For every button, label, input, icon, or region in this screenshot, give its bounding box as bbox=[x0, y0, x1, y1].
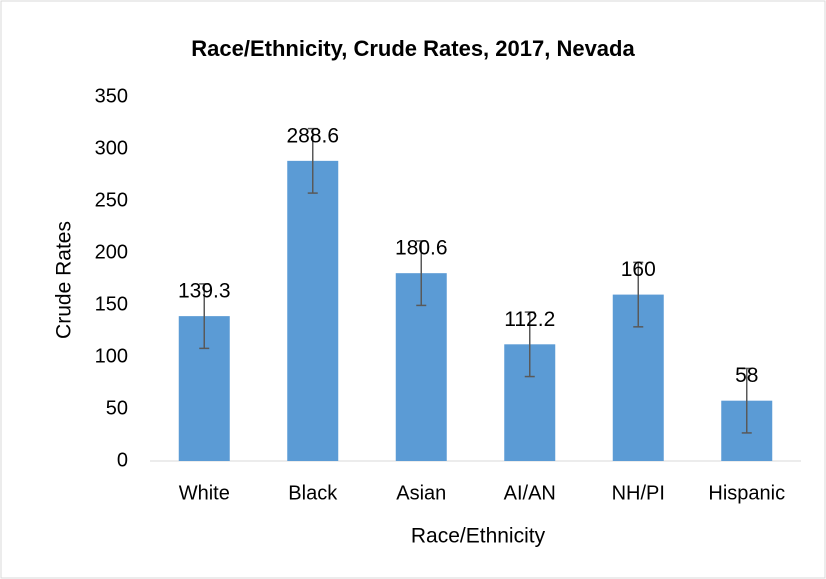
error-bar bbox=[524, 311, 535, 378]
error-bar bbox=[741, 367, 752, 434]
data-label: 180.6 bbox=[395, 237, 448, 260]
y-tick-label: 350 bbox=[95, 85, 128, 107]
data-label: 112.2 bbox=[504, 308, 555, 331]
x-axis-title: Race/Ethnicity bbox=[411, 525, 546, 548]
y-tick-label: 50 bbox=[106, 397, 128, 419]
data-label: 139.3 bbox=[178, 280, 231, 303]
y-tick-label: 100 bbox=[95, 345, 128, 367]
y-axis-title: Crude Rates bbox=[53, 221, 76, 339]
y-tick-label: 300 bbox=[95, 137, 128, 159]
x-tick-label: Black bbox=[288, 482, 338, 504]
y-tick-label: 250 bbox=[95, 189, 128, 211]
bar bbox=[287, 160, 339, 461]
data-label: 58 bbox=[735, 364, 758, 387]
error-bar bbox=[633, 261, 644, 328]
data-label: 160 bbox=[621, 258, 656, 281]
y-tick-label: 200 bbox=[95, 241, 128, 263]
error-bar bbox=[199, 283, 210, 350]
y-tick-label: 0 bbox=[117, 449, 128, 471]
chart-title: Race/Ethnicity, Crude Rates, 2017, Nevad… bbox=[191, 36, 635, 61]
x-tick-label: Hispanic bbox=[708, 482, 785, 504]
x-tick-label: NH/PI bbox=[612, 482, 665, 504]
error-bar bbox=[307, 127, 318, 194]
data-label: 288.6 bbox=[286, 124, 339, 147]
y-tick-label: 150 bbox=[95, 293, 128, 315]
error-bar bbox=[416, 240, 427, 307]
x-tick-label: White bbox=[179, 482, 230, 504]
x-tick-label: Asian bbox=[396, 482, 446, 504]
x-tick-label: AI/AN bbox=[504, 482, 556, 504]
